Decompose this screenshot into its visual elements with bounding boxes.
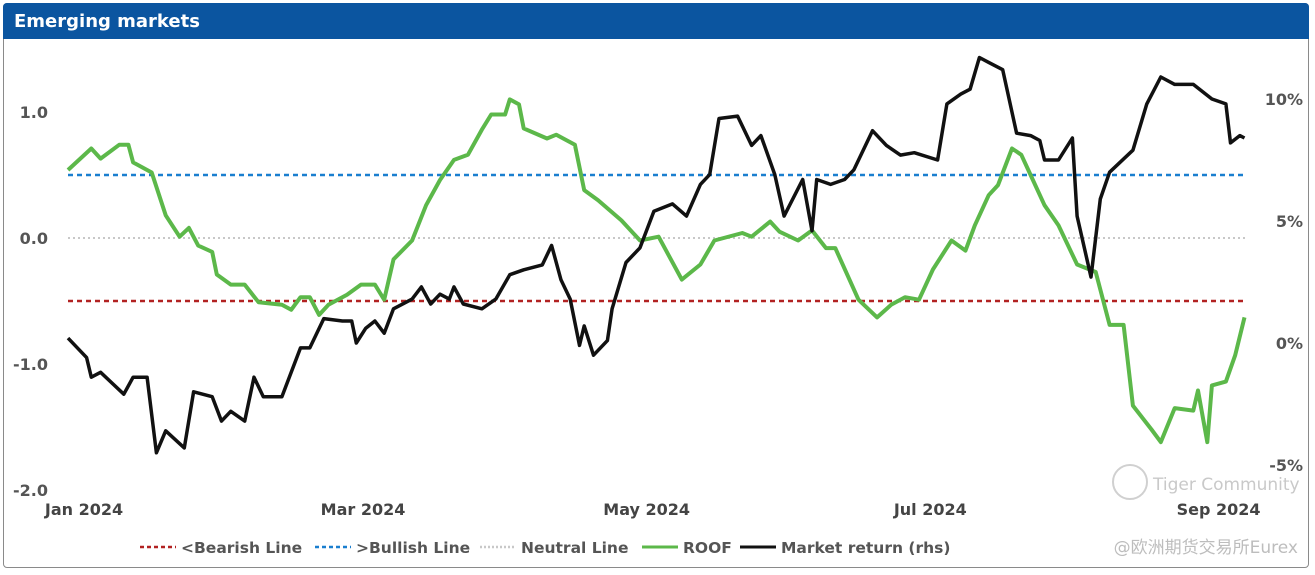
- x-tick-label: Jul 2024: [893, 500, 967, 519]
- legend-label: Market return (rhs): [781, 539, 951, 557]
- y-left-tick-label: 0.0: [20, 229, 48, 248]
- x-tick-label: Mar 2024: [321, 500, 406, 519]
- x-tick-label: May 2024: [603, 500, 690, 519]
- series-line-market-return-rhs-: [66, 55, 1246, 455]
- legend-label: <Bearish Line: [181, 539, 302, 557]
- series-line-roof: [66, 97, 1247, 445]
- legend-label: >Bullish Line: [356, 539, 470, 557]
- y-right-tick-label: 0%: [1276, 334, 1303, 353]
- title-bar: Emerging markets: [3, 3, 1309, 39]
- y-left-tick-label: -1.0: [13, 355, 48, 374]
- watermark-text: Tiger Community: [1152, 475, 1300, 495]
- chart-title: Emerging markets: [14, 11, 200, 32]
- watermark-logo-icon: [1112, 464, 1148, 500]
- y-right-tick-label: 10%: [1265, 90, 1303, 109]
- legend-label: Neutral Line: [521, 539, 628, 557]
- y-left-tick-label: 1.0: [20, 103, 48, 122]
- x-tick-label: Sep 2024: [1177, 500, 1261, 519]
- y-right-tick-label: -5%: [1269, 456, 1303, 475]
- y-right-tick-label: 5%: [1276, 212, 1303, 231]
- legend-label: ROOF: [683, 539, 732, 557]
- x-tick-label: Jan 2024: [44, 500, 123, 519]
- watermark-text: @欧洲期货交易所Eurex: [1114, 538, 1298, 558]
- y-left-tick-label: -2.0: [13, 481, 48, 500]
